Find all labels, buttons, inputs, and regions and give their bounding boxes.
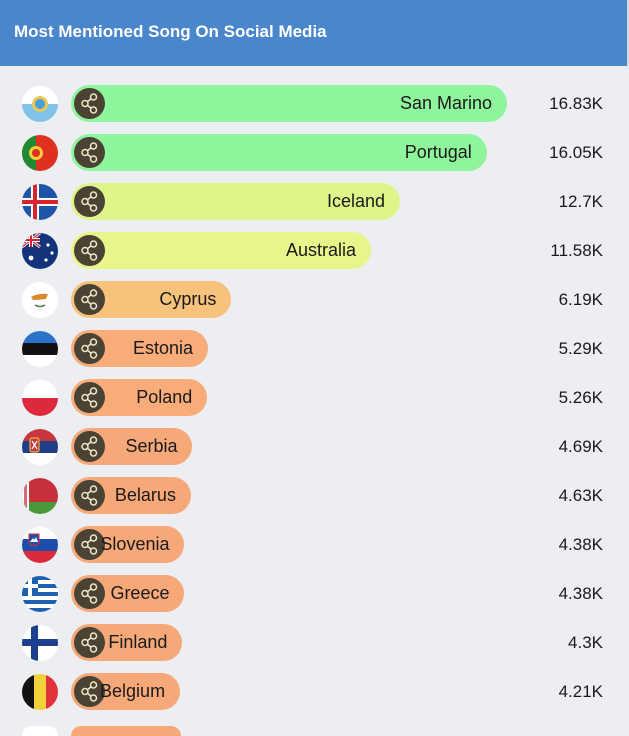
bar-row: Poland 5.26K [0, 379, 629, 417]
value-label: 4.21K [558, 682, 603, 701]
category-label: Australia [285, 240, 356, 260]
bar[interactable]: Belgium [71, 673, 181, 710]
belarus-flag-icon [22, 478, 58, 514]
bar-row: Belarus 4.63K [0, 477, 629, 515]
category-label: Poland [136, 387, 193, 407]
bar[interactable]: Belarus [71, 477, 191, 514]
share-icon[interactable] [74, 88, 105, 119]
iceland-flag-icon [22, 184, 58, 220]
share-icon[interactable] [74, 382, 105, 413]
value-label: 16.83K [549, 94, 603, 113]
category-label: Serbia [125, 436, 178, 456]
bar-row: Slovenia 4.38K [0, 526, 629, 564]
bar[interactable]: Greece [71, 575, 185, 612]
share-icon[interactable] [74, 284, 105, 315]
bar[interactable]: Estonia [71, 330, 209, 367]
bar[interactable]: Australia [71, 232, 371, 269]
share-icon[interactable] [74, 333, 105, 364]
value-label: 4.63K [558, 486, 603, 505]
san-marino-flag-icon [22, 86, 58, 122]
share-icon[interactable] [74, 578, 105, 609]
partial-bar [71, 726, 181, 736]
australia-flag-icon [22, 233, 58, 269]
category-label: Finland [108, 632, 168, 652]
value-label: 4.69K [558, 437, 603, 456]
category-label: Belgium [100, 681, 166, 701]
category-label: Slovenia [100, 534, 170, 554]
bar[interactable]: Portugal [71, 134, 487, 171]
next-row-partial [0, 726, 629, 736]
share-icon[interactable] [74, 235, 105, 266]
value-label: 4.38K [558, 584, 603, 603]
bar-row: Serbia 4.69K [0, 428, 629, 466]
serbia-flag-icon [22, 429, 58, 465]
finland-flag-icon [22, 625, 58, 661]
bar[interactable]: Slovenia [71, 526, 185, 563]
category-label: Portugal [404, 142, 472, 162]
poland-flag-icon [22, 380, 58, 416]
bar[interactable]: Serbia [71, 428, 193, 465]
portugal-flag-icon [22, 135, 58, 171]
greece-flag-icon [22, 576, 58, 612]
category-label: Belarus [114, 485, 176, 505]
bar-row: Greece 4.38K [0, 575, 629, 613]
share-icon[interactable] [74, 676, 105, 707]
cyprus-flag-icon [22, 282, 58, 318]
category-label: Cyprus [159, 289, 217, 309]
bar[interactable]: Finland [71, 624, 183, 661]
category-label: Estonia [132, 338, 194, 358]
value-label: 4.3K [568, 633, 603, 652]
value-label: 16.05K [549, 143, 603, 162]
bar-row: San Marino 16.83K [0, 85, 629, 123]
share-icon[interactable] [74, 137, 105, 168]
bar-row: Finland 4.3K [0, 624, 629, 662]
bar[interactable]: Poland [71, 379, 208, 416]
share-icon[interactable] [74, 431, 105, 462]
value-label: 4.38K [558, 535, 603, 554]
share-icon[interactable] [74, 186, 105, 217]
bar[interactable]: Iceland [71, 183, 400, 220]
share-icon[interactable] [74, 480, 105, 511]
bar-row: Estonia 5.29K [0, 330, 629, 368]
value-label: 12.7K [558, 192, 603, 211]
bar-row: Australia 11.58K [0, 232, 629, 270]
partial-flag [22, 726, 58, 736]
share-icon[interactable] [74, 529, 105, 560]
bar[interactable]: San Marino [71, 85, 507, 122]
chart-header: Most Mentioned Song On Social Media [0, 0, 629, 66]
bar[interactable]: Cyprus [71, 281, 232, 318]
value-label: 5.29K [558, 339, 603, 358]
category-label: Greece [110, 583, 170, 603]
bar-row: Cyprus 6.19K [0, 281, 629, 319]
value-label: 11.58K [550, 241, 603, 260]
bar-row: Portugal 16.05K [0, 134, 629, 172]
estonia-flag-icon [22, 331, 58, 367]
bar-row: Iceland 12.7K [0, 183, 629, 221]
category-label: Iceland [326, 191, 385, 211]
value-label: 5.26K [558, 388, 603, 407]
slovenia-flag-icon [22, 527, 58, 563]
chart-title: Most Mentioned Song On Social Media [14, 22, 327, 41]
belgium-flag-icon [22, 674, 58, 710]
share-icon[interactable] [74, 627, 105, 658]
category-label: San Marino [399, 93, 492, 113]
bar-row: Belgium 4.21K [0, 673, 629, 711]
value-label: 6.19K [558, 290, 603, 309]
